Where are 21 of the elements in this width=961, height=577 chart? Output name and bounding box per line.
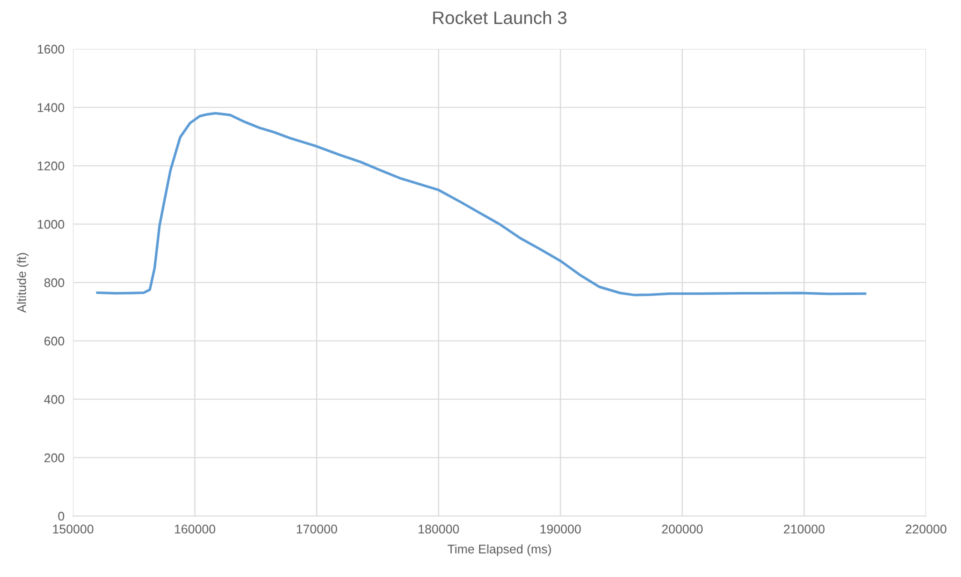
y-tick-label: 200 [44,453,64,462]
y-tick-label: 0 [58,512,64,521]
line-series [96,112,866,296]
y-tick-label: 400 [44,395,64,404]
y-tick-label: 1200 [38,162,64,170]
x-tick-label: 200000 [662,524,703,534]
x-tick-label: 150000 [53,524,94,534]
x-tick-label: 170000 [296,524,338,534]
y-tick-label: 600 [44,336,64,346]
y-tick-label: 1000 [38,220,64,229]
y-tick-label: 1400 [38,103,64,112]
y-tick-label: 800 [44,278,64,288]
x-tick-label: 190000 [540,524,581,534]
x-tick-label: 160000 [174,524,216,534]
x-axis-title: Time Elapsed (ms) [448,544,551,556]
chart-title: Rocket Launch 3 [433,10,566,24]
x-tick-label: 180000 [418,524,459,534]
y-tick-label: 1600 [38,44,64,54]
x-tick-label: 210000 [784,524,825,534]
x-tick-label: 220000 [906,524,946,534]
y-axis-title: Altitude (ft) [16,253,29,313]
